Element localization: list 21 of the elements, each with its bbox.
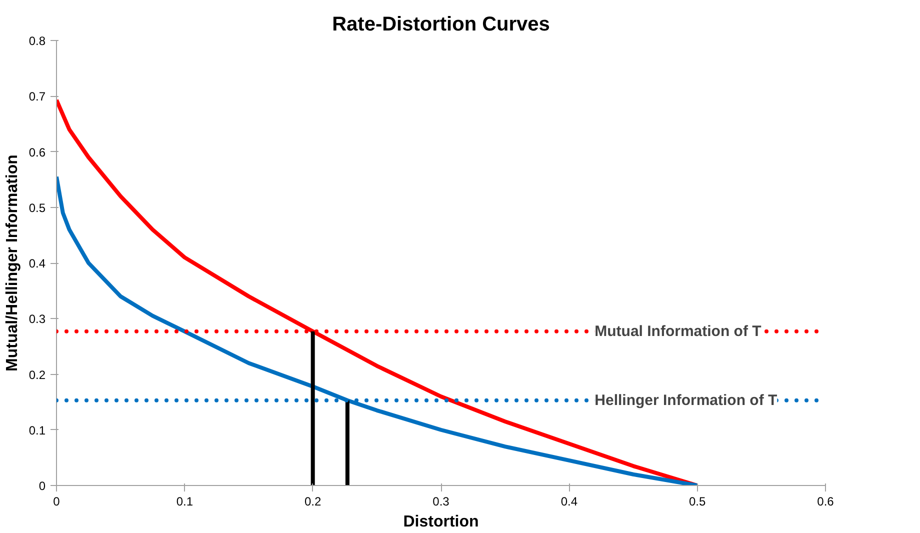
y-tick-label: 0.6 (28, 145, 46, 160)
x-tick-label: 0.5 (688, 494, 706, 508)
y-tick-label: 0.3 (28, 312, 46, 326)
x-tick-label: 0 (53, 494, 60, 508)
ref-line-label: Hellinger Information of T (594, 392, 778, 409)
y-axis-title: Mutual/Hellinger Information (4, 154, 21, 372)
y-tick-label: 0.7 (28, 90, 46, 104)
y-tick-label: 0.2 (28, 368, 46, 382)
y-tick-label: 0.1 (28, 423, 46, 438)
chart-title: Rate-Distortion Curves (332, 14, 550, 36)
x-tick-label: 0.1 (176, 494, 194, 508)
x-tick-label: 0.2 (304, 494, 322, 508)
y-tick-label: 0.5 (28, 200, 46, 215)
x-axis-title: Distortion (403, 514, 479, 530)
x-tick-label: 0.6 (817, 494, 834, 508)
x-tick-label: 0.4 (560, 494, 578, 508)
y-tick-label: 0.4 (28, 256, 46, 270)
y-tick-label: 0.8 (28, 34, 46, 48)
x-tick-label: 0.3 (432, 494, 450, 508)
y-tick-label: 0 (38, 479, 46, 493)
ref-line-label: Mutual Information of T (594, 322, 762, 340)
